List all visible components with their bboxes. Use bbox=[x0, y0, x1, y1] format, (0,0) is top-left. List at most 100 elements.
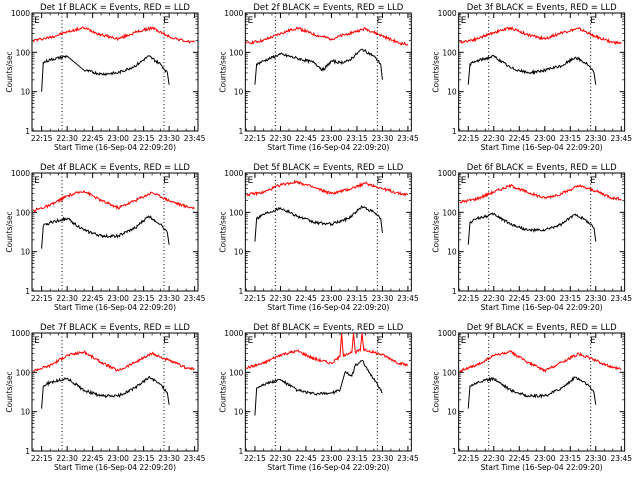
y-tick-label: 10 bbox=[20, 88, 30, 97]
e-marker-label: E bbox=[590, 16, 596, 26]
x-tick-label: 23:15 bbox=[559, 294, 581, 303]
events-series-line bbox=[41, 215, 170, 249]
x-tick-label: 23:30 bbox=[372, 134, 394, 143]
y-tick-label: 1000 bbox=[11, 169, 30, 178]
x-tick-label: 23:15 bbox=[346, 134, 368, 143]
y-tick-label: 100 bbox=[229, 208, 244, 217]
x-tick-label: 22:45 bbox=[508, 134, 530, 143]
x-tick-label: 22:45 bbox=[508, 454, 530, 463]
events-series-line bbox=[254, 359, 383, 416]
x-tick-label: 22:30 bbox=[270, 294, 292, 303]
x-tick-label: 22:15 bbox=[244, 454, 266, 463]
x-tick-label: 23:15 bbox=[559, 134, 581, 143]
x-tick-label: 23:45 bbox=[397, 294, 419, 303]
plot-frame bbox=[458, 172, 626, 292]
detector-panel: Det 9f BLACK = Events, RED = LLD 1 10 100 10… bbox=[432, 323, 633, 472]
x-tick-label: 23:30 bbox=[158, 294, 180, 303]
y-tick-label: 1000 bbox=[438, 329, 457, 338]
e-marker-label: E bbox=[377, 176, 383, 186]
y-tick-label: 100 bbox=[16, 368, 31, 377]
panel-title: Det 6f BLACK = Events, RED = LLD bbox=[467, 163, 617, 173]
lld-series-line bbox=[32, 190, 195, 213]
x-axis-label: Start Time (16-Sep-04 22:09:20) bbox=[267, 143, 389, 152]
x-tick-label: 23:45 bbox=[397, 134, 419, 143]
x-tick-label: 23:45 bbox=[184, 454, 206, 463]
detector-panel: Det 1f BLACK = Events, RED = LLD 1 10 100 10… bbox=[5, 3, 206, 152]
e-marker-label: E bbox=[377, 336, 383, 346]
y-tick-label: 100 bbox=[16, 208, 31, 217]
plot-frame bbox=[31, 172, 199, 292]
y-tick-label: 1 bbox=[239, 287, 244, 296]
lld-series-line bbox=[32, 26, 196, 44]
y-tick-label: 1000 bbox=[438, 9, 457, 18]
y-tick-label: 1000 bbox=[11, 9, 30, 18]
x-axis-label: Start Time (16-Sep-04 22:09:20) bbox=[481, 143, 603, 152]
e-marker-label: E bbox=[163, 176, 169, 186]
x-axis-label: Start Time (16-Sep-04 22:09:20) bbox=[481, 303, 603, 312]
y-tick-label: 10 bbox=[20, 248, 30, 257]
x-tick-label: 22:15 bbox=[457, 294, 479, 303]
x-tick-label: 23:15 bbox=[346, 294, 368, 303]
y-tick-label: 1 bbox=[25, 127, 30, 136]
x-tick-label: 22:30 bbox=[56, 134, 78, 143]
x-tick-label: 23:45 bbox=[184, 134, 206, 143]
events-series-line bbox=[254, 48, 383, 85]
y-tick-label: 1000 bbox=[11, 329, 30, 338]
x-tick-label: 23:00 bbox=[321, 454, 343, 463]
x-tick-label: 23:00 bbox=[321, 294, 343, 303]
events-series-line bbox=[467, 376, 597, 409]
y-tick-label: 10 bbox=[447, 248, 457, 257]
e-marker-label: E bbox=[34, 336, 40, 346]
y-tick-label: 1000 bbox=[224, 169, 243, 178]
x-axis-label: Start Time (16-Sep-04 22:09:20) bbox=[267, 463, 389, 472]
plot-frame bbox=[244, 12, 412, 132]
y-axis-label: Counts/sec bbox=[218, 371, 227, 412]
y-axis-label: Counts/sec bbox=[218, 211, 227, 252]
plot-frame bbox=[458, 332, 626, 452]
lld-series-line bbox=[246, 179, 409, 197]
events-series-line bbox=[467, 212, 597, 245]
y-tick-label: 100 bbox=[229, 368, 244, 377]
lld-series-line bbox=[245, 26, 409, 46]
y-tick-label: 1 bbox=[239, 127, 244, 136]
y-tick-label: 1 bbox=[452, 287, 457, 296]
x-tick-label: 22:15 bbox=[457, 454, 479, 463]
x-tick-label: 23:15 bbox=[133, 134, 155, 143]
y-tick-label: 10 bbox=[447, 88, 457, 97]
y-tick-label: 1 bbox=[25, 447, 30, 456]
x-tick-label: 23:45 bbox=[610, 134, 632, 143]
y-axis-label: Counts/sec bbox=[432, 211, 441, 252]
events-series-line bbox=[254, 205, 383, 242]
detector-panel: Det 8f BLACK = Events, RED = LLD 1 10 100 10… bbox=[218, 323, 419, 472]
e-marker-label: E bbox=[461, 336, 467, 346]
e-marker-label: E bbox=[247, 336, 253, 346]
y-tick-label: 1 bbox=[25, 287, 30, 296]
panel-title: Det 8f BLACK = Events, RED = LLD bbox=[253, 323, 403, 333]
x-tick-label: 22:30 bbox=[483, 454, 505, 463]
x-tick-label: 22:30 bbox=[483, 134, 505, 143]
x-tick-label: 23:45 bbox=[184, 294, 206, 303]
plot-frame bbox=[244, 332, 412, 452]
events-series-line bbox=[41, 55, 170, 92]
y-tick-label: 1 bbox=[452, 447, 457, 456]
y-tick-label: 10 bbox=[20, 408, 30, 417]
x-tick-label: 23:00 bbox=[107, 454, 129, 463]
x-tick-label: 22:30 bbox=[270, 454, 292, 463]
x-tick-label: 22:30 bbox=[270, 134, 292, 143]
detector-panel: Det 6f BLACK = Events, RED = LLD 1 10 100 10… bbox=[432, 163, 633, 312]
x-tick-label: 23:15 bbox=[346, 454, 368, 463]
x-tick-label: 22:45 bbox=[82, 294, 104, 303]
detector-panel: Det 2f BLACK = Events, RED = LLD 1 10 100 10… bbox=[218, 3, 419, 152]
y-tick-label: 100 bbox=[442, 368, 457, 377]
e-marker-label: E bbox=[247, 176, 253, 186]
y-axis-label: Counts/sec bbox=[432, 51, 441, 92]
x-tick-label: 22:15 bbox=[457, 134, 479, 143]
e-marker-label: E bbox=[34, 16, 40, 26]
y-tick-label: 100 bbox=[442, 208, 457, 217]
x-tick-label: 23:00 bbox=[107, 294, 129, 303]
y-axis-label: Counts/sec bbox=[218, 51, 227, 92]
x-tick-label: 23:00 bbox=[534, 454, 556, 463]
plot-frame bbox=[31, 12, 199, 132]
x-tick-label: 23:00 bbox=[107, 134, 129, 143]
x-tick-label: 23:00 bbox=[534, 134, 556, 143]
